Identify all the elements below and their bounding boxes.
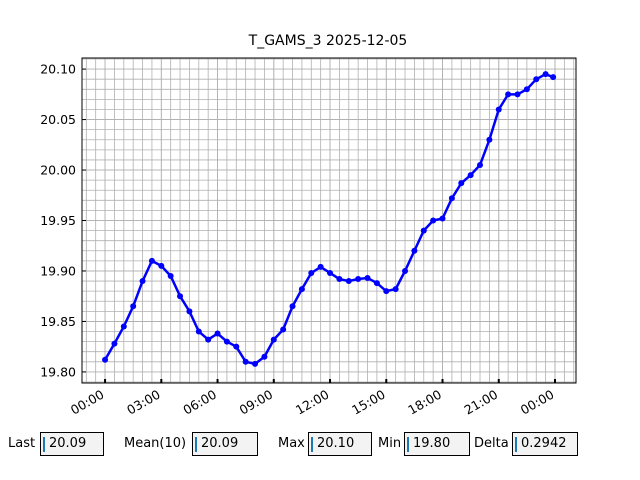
data-point	[345, 278, 352, 285]
data-point	[167, 273, 174, 280]
data-point	[317, 263, 324, 270]
data-point	[402, 267, 409, 274]
stat-label: Max	[278, 436, 305, 451]
data-point	[242, 358, 249, 365]
data-point	[280, 326, 287, 333]
x-tick-label: 00:00	[518, 387, 557, 418]
x-tick-label: 15:00	[349, 387, 388, 418]
data-point	[420, 227, 427, 234]
stat-textbox[interactable]: 20.09	[192, 432, 258, 456]
y-tick-label: 20.10	[40, 62, 76, 77]
data-point	[533, 76, 540, 83]
stat-label: Min	[378, 436, 402, 451]
data-point	[495, 106, 502, 113]
data-point	[120, 323, 127, 330]
y-tick-label: 19.85	[40, 314, 76, 329]
data-point	[383, 288, 390, 295]
data-point	[477, 161, 484, 168]
data-point	[523, 86, 530, 93]
data-point	[139, 278, 146, 285]
data-point	[467, 172, 474, 179]
x-tick-label: 00:00	[68, 387, 107, 418]
data-point	[130, 303, 137, 310]
data-point	[195, 328, 202, 335]
stat-textbox[interactable]: 20.10	[308, 432, 372, 456]
x-tick-label: 18:00	[405, 387, 444, 418]
data-point	[542, 71, 549, 78]
data-point	[550, 74, 557, 81]
data-point	[111, 340, 118, 347]
data-point	[411, 247, 418, 254]
data-point	[364, 275, 371, 282]
data-point	[233, 343, 240, 350]
data-point	[392, 286, 399, 293]
data-point	[158, 262, 165, 269]
x-tick-label: 12:00	[293, 387, 332, 418]
data-point	[186, 308, 193, 315]
stat-textbox[interactable]: 0.2942	[512, 432, 578, 456]
data-point	[458, 180, 465, 187]
data-point	[448, 195, 455, 202]
data-point	[298, 286, 305, 293]
data-point	[486, 136, 493, 143]
data-point	[148, 257, 155, 264]
data-point	[373, 280, 380, 287]
stat-label: Mean(10)	[124, 436, 187, 451]
data-point	[205, 336, 212, 343]
x-tick-label: 03:00	[124, 387, 163, 418]
data-point	[336, 276, 343, 283]
plot-frame	[81, 57, 577, 384]
data-point	[289, 303, 296, 310]
data-point	[514, 91, 521, 98]
data-point	[270, 336, 277, 343]
data-point	[355, 276, 362, 283]
data-point	[252, 360, 259, 367]
y-tick-label: 19.95	[40, 213, 76, 228]
data-point	[430, 217, 437, 224]
stat-textbox[interactable]: 20.09	[40, 432, 104, 456]
y-tick-label: 20.00	[40, 163, 76, 178]
data-point	[439, 215, 446, 222]
x-tick-label: 21:00	[462, 387, 501, 418]
data-line	[103, 72, 554, 366]
y-tick-label: 19.80	[40, 364, 76, 379]
y-tick-label: 20.05	[40, 112, 76, 127]
chart-title: T_GAMS_3 2025-12-05	[248, 33, 408, 49]
data-point	[261, 353, 268, 360]
data-point	[177, 293, 184, 300]
data-point	[223, 338, 230, 345]
data-point	[308, 269, 315, 276]
chart: T_GAMS_3 2025-12-05 19.80 19.85 19.90 19.95…	[40, 33, 577, 418]
stat-label: Last	[8, 436, 36, 451]
data-point	[505, 91, 512, 98]
x-tick-label: 09:00	[237, 387, 276, 418]
data-point	[214, 330, 221, 337]
stat-label: Delta	[474, 436, 509, 451]
y-tick-label: 19.90	[40, 263, 76, 278]
x-tick-label: 06:00	[180, 387, 219, 418]
data-point	[102, 356, 109, 363]
data-point	[327, 269, 334, 276]
stat-textbox[interactable]: 19.80	[404, 432, 470, 456]
